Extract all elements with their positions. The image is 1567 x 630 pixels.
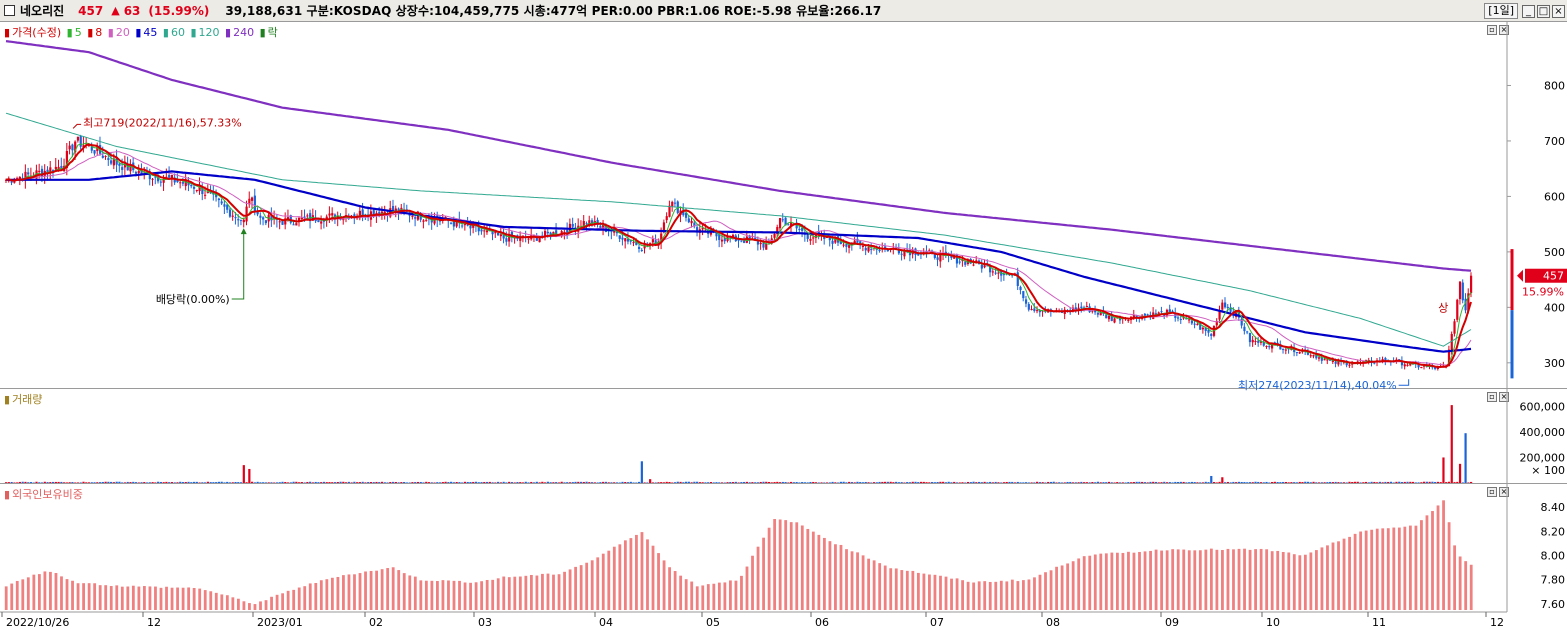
legend-marker-icon: ▮ bbox=[107, 26, 114, 39]
legend-dividend: 락 bbox=[267, 26, 278, 39]
x-tick-label: 04 bbox=[599, 616, 613, 629]
panel-minimize-button[interactable]: ▫ bbox=[1487, 392, 1497, 402]
panel-minimize-button[interactable]: ▫ bbox=[1487, 487, 1497, 497]
up-arrow-icon: ▲ bbox=[111, 4, 120, 17]
panel-close-button[interactable]: × bbox=[1499, 25, 1509, 35]
x-tick-label: 11 bbox=[1372, 616, 1386, 629]
volume-legend-label: 거래량 bbox=[12, 393, 43, 406]
minimize-button[interactable]: _ bbox=[1522, 4, 1535, 18]
x-tick-label: 06 bbox=[815, 616, 829, 629]
legend-marker-icon: ▮ bbox=[225, 26, 232, 39]
legend-ma60: 60 bbox=[170, 26, 185, 39]
volume-panel[interactable]: ▮ 거래량 ▫ × bbox=[0, 389, 1567, 484]
legend-marker-icon: ▮ bbox=[259, 26, 266, 39]
x-tick-label: 02 bbox=[369, 616, 383, 629]
stock-name: 네오리진 bbox=[20, 4, 65, 18]
x-tick-label: 2023/01 bbox=[257, 616, 303, 629]
current-price: 457 bbox=[78, 3, 104, 18]
legend-ma45: 45 bbox=[143, 26, 158, 39]
legend-marker-icon: ▮ bbox=[4, 393, 11, 406]
maximize-button[interactable]: □ bbox=[1537, 4, 1550, 18]
legend-marker-icon: ▮ bbox=[4, 26, 11, 39]
x-tick-label: 10 bbox=[1266, 616, 1280, 629]
x-tick-label: 12 bbox=[147, 616, 161, 629]
legend-ma8: 8 bbox=[95, 26, 103, 39]
volume-legend: ▮ 거래량 bbox=[4, 391, 44, 407]
foreign-legend: ▮ 외국인보유비중 bbox=[4, 486, 85, 502]
x-tick-label: 03 bbox=[478, 616, 492, 629]
x-tick-label: 09 bbox=[1165, 616, 1179, 629]
period-button[interactable]: [1일] bbox=[1484, 3, 1518, 19]
panel-close-button[interactable]: × bbox=[1499, 392, 1509, 402]
foreign-legend-label: 외국인보유비중 bbox=[12, 488, 83, 501]
legend-marker-icon: ▮ bbox=[66, 26, 73, 39]
legend-marker-icon: ▮ bbox=[87, 26, 94, 39]
select-checkbox[interactable] bbox=[4, 5, 15, 16]
panel-close-button[interactable]: × bbox=[1499, 487, 1509, 497]
foreign-panel[interactable]: ▮ 외국인보유비중 ▫ × bbox=[0, 484, 1567, 612]
x-tick-label: 07 bbox=[930, 616, 944, 629]
x-tick-label: 08 bbox=[1046, 616, 1060, 629]
legend-marker-icon: ▮ bbox=[135, 26, 142, 39]
stock-info: 39,188,631 구분:KOSDAQ 상장수:104,459,775 시총:… bbox=[225, 4, 882, 18]
stock-header-bar: 네오리진 457 ▲ 63 (15.99%) 39,188,631 구분:KOS… bbox=[0, 0, 1567, 22]
panel-minimize-button[interactable]: ▫ bbox=[1487, 25, 1497, 35]
legend-marker-icon: ▮ bbox=[190, 26, 197, 39]
close-button[interactable]: × bbox=[1552, 4, 1565, 18]
legend-ma120: 120 bbox=[198, 26, 220, 39]
legend-marker-icon: ▮ bbox=[162, 26, 169, 39]
price-panel[interactable]: ▮ 가격(수정) ▮ 5 ▮ 8 ▮ 20 ▮ 45 ▮ 60 ▮ 120 ▮ 240 ▮ 락 ▫… bbox=[0, 22, 1567, 389]
legend-ma20: 20 bbox=[115, 26, 130, 39]
x-tick-label: 12 bbox=[1490, 616, 1504, 629]
legend-marker-icon: ▮ bbox=[4, 488, 11, 501]
price-change-percent: (15.99%) bbox=[148, 3, 210, 18]
x-tick-label: 2022/10/26 bbox=[6, 616, 69, 629]
legend-ma240: 240 bbox=[233, 26, 255, 39]
price-legend: ▮ 가격(수정) ▮ 5 ▮ 8 ▮ 20 ▮ 45 ▮ 60 ▮ 120 ▮ 240 ▮ 락 bbox=[4, 24, 280, 40]
price-change: 63 bbox=[123, 3, 141, 18]
legend-ma5: 5 bbox=[74, 26, 82, 39]
x-tick-label: 05 bbox=[706, 616, 720, 629]
legend-price: 가격(수정) bbox=[12, 26, 62, 39]
